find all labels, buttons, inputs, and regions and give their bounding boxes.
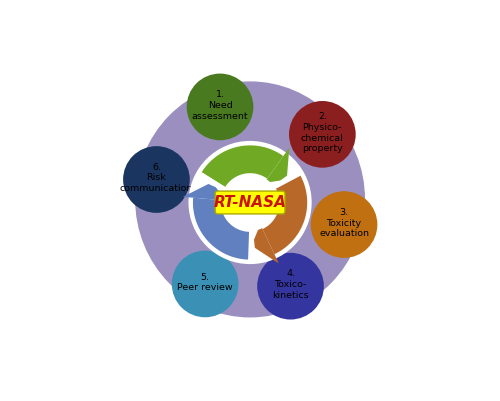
Polygon shape bbox=[183, 182, 226, 200]
Polygon shape bbox=[264, 148, 289, 183]
Text: 1.
Need
assessment: 1. Need assessment bbox=[192, 90, 248, 121]
Text: 6.
Risk
communication: 6. Risk communication bbox=[120, 163, 193, 193]
Ellipse shape bbox=[136, 82, 364, 317]
Polygon shape bbox=[196, 171, 226, 191]
Circle shape bbox=[222, 175, 278, 230]
Text: 4.
Toxico-
kinetics: 4. Toxico- kinetics bbox=[272, 269, 309, 300]
Circle shape bbox=[310, 191, 378, 258]
Circle shape bbox=[186, 73, 254, 140]
Text: RT-NASA: RT-NASA bbox=[214, 195, 286, 210]
Polygon shape bbox=[252, 224, 279, 263]
Polygon shape bbox=[248, 230, 256, 261]
Circle shape bbox=[289, 101, 356, 168]
Polygon shape bbox=[262, 172, 307, 254]
Text: 5.
Peer review: 5. Peer review bbox=[178, 273, 233, 292]
FancyBboxPatch shape bbox=[215, 191, 285, 214]
Polygon shape bbox=[193, 198, 252, 259]
Text: 3.
Toxicity
evaluation: 3. Toxicity evaluation bbox=[319, 208, 369, 238]
Circle shape bbox=[123, 146, 190, 213]
Text: 2.
Physico-
chemical
property: 2. Physico- chemical property bbox=[301, 112, 344, 154]
Circle shape bbox=[172, 251, 238, 317]
Polygon shape bbox=[272, 168, 302, 189]
Circle shape bbox=[190, 142, 310, 263]
Polygon shape bbox=[202, 146, 283, 187]
Circle shape bbox=[257, 253, 324, 320]
